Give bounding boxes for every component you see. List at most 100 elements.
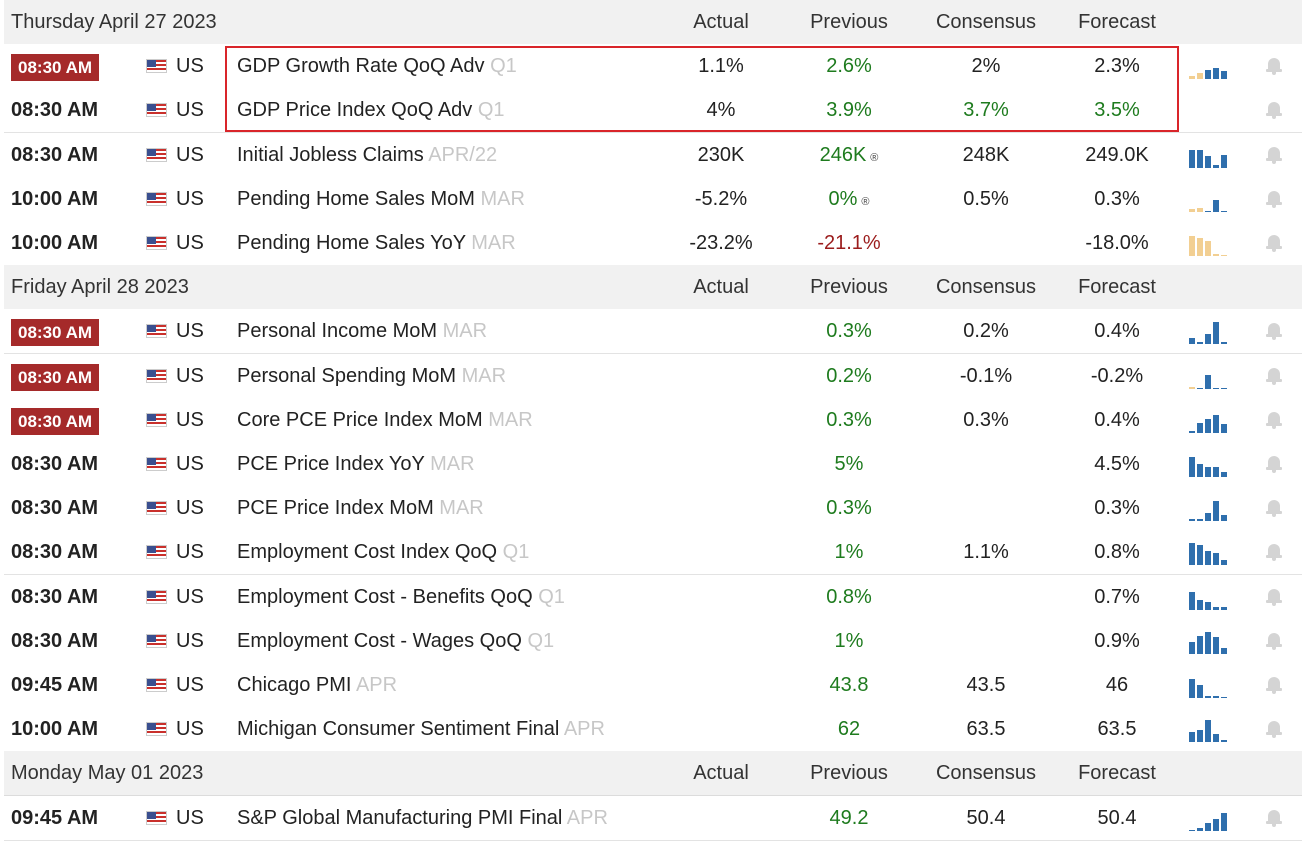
alert-cell[interactable] [1266,619,1290,663]
mini-bar-chart-icon[interactable] [1189,186,1233,212]
event-name-cell[interactable]: GDP Price Index QoQ Adv Q1 [237,88,677,132]
event-name-cell[interactable]: Employment Cost - Benefits QoQ Q1 [237,575,677,619]
bell-icon[interactable] [1266,410,1282,430]
spark-cell[interactable] [1189,133,1239,177]
bell-icon[interactable] [1266,719,1282,739]
alert-cell[interactable] [1266,221,1290,265]
mini-bar-chart-icon[interactable] [1189,230,1233,256]
spark-cell[interactable] [1189,796,1239,840]
mini-bar-chart-icon[interactable] [1189,451,1233,477]
alert-cell[interactable] [1266,44,1290,88]
alert-cell[interactable] [1266,575,1290,619]
event-name-link[interactable]: Personal Income MoM [237,320,438,343]
event-row[interactable]: 08:30 AM US Personal Income MoM MAR 0.3% 0.2… [4,309,1302,355]
alert-cell[interactable] [1266,398,1290,442]
event-name-cell[interactable]: S&P Global Manufacturing PMI Final APR [237,796,677,840]
event-name-cell[interactable]: Personal Income MoM MAR [237,309,677,353]
event-name-link[interactable]: Employment Cost Index QoQ [237,541,498,564]
event-name-cell[interactable]: Pending Home Sales MoM MAR [237,177,677,221]
event-row[interactable]: 08:30 AM US Employment Cost Index QoQ Q1 1%… [4,530,1302,576]
event-row[interactable]: 08:30 AM US GDP Growth Rate QoQ Adv Q1 1.1%… [4,44,1302,90]
alert-cell[interactable] [1266,486,1290,530]
mini-bar-chart-icon[interactable] [1189,716,1233,743]
event-row[interactable]: 08:30 AM US GDP Price Index QoQ Adv Q1 4% 3.… [4,88,1302,134]
event-name-cell[interactable]: Employment Cost Index QoQ Q1 [237,530,677,574]
event-name-cell[interactable]: Personal Spending MoM MAR [237,354,677,398]
mini-bar-chart-icon[interactable] [1189,53,1233,80]
spark-cell[interactable] [1189,707,1239,751]
spark-cell[interactable] [1189,177,1239,221]
bell-icon[interactable] [1266,454,1282,474]
mini-bar-chart-icon[interactable] [1189,805,1233,831]
event-row[interactable]: 08:30 AM US PCE Price Index MoM MAR 0.3% 0.3… [4,486,1302,532]
bell-icon[interactable] [1266,587,1282,607]
bell-icon[interactable] [1266,233,1282,253]
mini-bar-chart-icon[interactable] [1189,495,1233,522]
alert-cell[interactable] [1266,530,1290,574]
event-name-link[interactable]: Employment Cost - Benefits QoQ [237,585,533,608]
event-name-link[interactable]: GDP Growth Rate QoQ Adv [237,55,485,78]
spark-cell[interactable] [1189,530,1239,574]
mini-bar-chart-icon[interactable] [1189,407,1233,433]
event-row[interactable]: 10:00 AM US Michigan Consumer Sentiment Fi… [4,707,1302,753]
mini-bar-chart-icon[interactable] [1189,363,1233,389]
event-name-link[interactable]: Michigan Consumer Sentiment Final [237,718,560,741]
spark-cell[interactable] [1189,398,1239,442]
alert-cell[interactable] [1266,354,1290,398]
spark-cell[interactable] [1189,44,1239,88]
event-name-cell[interactable]: Chicago PMI APR [237,663,677,707]
bell-icon[interactable] [1266,56,1282,76]
bell-icon[interactable] [1266,366,1282,386]
event-name-cell[interactable]: Michigan Consumer Sentiment Final APR [237,707,677,751]
event-row[interactable]: 08:30 AM US Employment Cost - Benefits QoQ… [4,574,1302,620]
event-name-cell[interactable]: Core PCE Price Index MoM MAR [237,398,677,442]
event-name-link[interactable]: Pending Home Sales MoM [237,187,475,210]
alert-cell[interactable] [1266,707,1290,751]
mini-bar-chart-icon[interactable] [1189,142,1233,168]
bell-icon[interactable] [1266,498,1282,518]
alert-cell[interactable] [1266,133,1290,177]
column-header-actual[interactable]: Actual [693,276,749,299]
event-name-link[interactable]: Employment Cost - Wages QoQ [237,629,522,652]
alert-cell[interactable] [1266,177,1290,221]
spark-cell[interactable] [1189,309,1239,353]
spark-cell[interactable] [1189,221,1239,265]
column-header-previous[interactable]: Previous [810,276,888,299]
spark-cell[interactable] [1189,354,1239,398]
column-header-previous[interactable]: Previous [810,11,888,33]
column-header-consensus[interactable]: Consensus [935,11,1037,33]
alert-cell[interactable] [1266,663,1290,707]
event-row[interactable]: 08:30 AM US Initial Jobless Claims APR/22 2… [4,132,1302,178]
event-row[interactable]: 08:30 AM US Personal Spending MoM MAR 0.2% -… [4,353,1302,399]
alert-cell[interactable] [1266,88,1290,132]
alert-cell[interactable] [1266,442,1290,486]
event-row[interactable]: 09:45 AM US S&P Global Manufacturing PMI F… [4,795,1302,841]
spark-cell[interactable] [1189,442,1239,486]
event-row[interactable]: 08:30 AM US Core PCE Price Index MoM MAR 0.… [4,397,1302,443]
bell-icon[interactable] [1266,145,1282,165]
spark-cell[interactable] [1189,486,1239,530]
column-header-actual[interactable]: Actual [693,11,749,33]
mini-bar-chart-icon[interactable] [1189,539,1233,566]
event-row[interactable]: 10:00 AM US Pending Home Sales MoM MAR -5.2… [4,176,1302,222]
event-name-link[interactable]: Chicago PMI [237,674,352,696]
event-name-cell[interactable]: PCE Price Index MoM MAR [237,486,677,530]
spark-cell[interactable] [1189,575,1239,619]
event-name-cell[interactable]: Pending Home Sales YoY MAR [237,221,677,265]
spark-cell[interactable] [1189,619,1239,663]
mini-bar-chart-icon[interactable] [1189,584,1233,610]
column-header-consensus[interactable]: Consensus [935,276,1037,299]
event-name-link[interactable]: PCE Price Index YoY [237,453,425,475]
column-header-previous[interactable]: Previous [810,762,888,785]
bell-icon[interactable] [1266,100,1282,120]
spark-cell[interactable] [1189,663,1239,707]
event-row[interactable]: 10:00 AM US Pending Home Sales YoY MAR -23.… [4,221,1302,266]
event-name-cell[interactable]: PCE Price Index YoY MAR [237,442,677,486]
event-name-link[interactable]: Personal Spending MoM [237,364,457,387]
column-header-actual[interactable]: Actual [693,762,749,785]
mini-bar-chart-icon[interactable] [1189,672,1233,698]
event-row[interactable]: 08:30 AM US Employment Cost - Wages QoQ Q1… [4,618,1302,664]
column-header-forecast[interactable]: Forecast [1078,11,1156,33]
event-name-link[interactable]: GDP Price Index QoQ Adv [237,99,473,122]
event-name-cell[interactable]: Employment Cost - Wages QoQ Q1 [237,619,677,663]
